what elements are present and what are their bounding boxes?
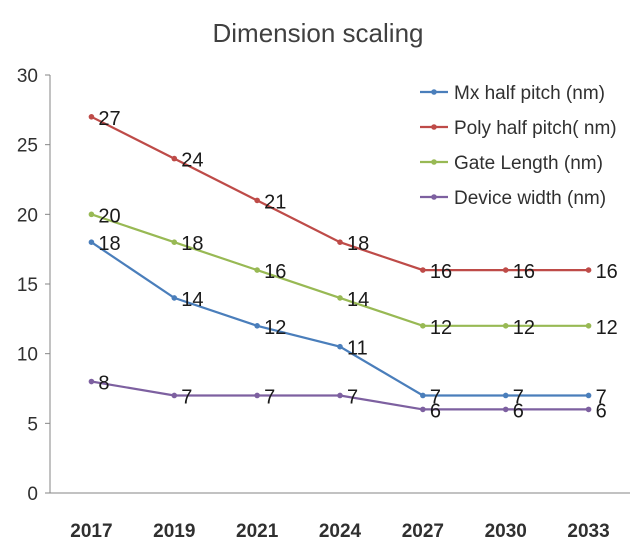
data-point: [585, 406, 592, 413]
data-label: 12: [513, 317, 535, 339]
x-tick-label: 2033: [567, 521, 609, 542]
data-point: [337, 239, 343, 245]
data-label: 16: [264, 261, 286, 283]
data-point: [502, 267, 509, 273]
data-label: 12: [596, 317, 618, 339]
x-tick-label: 2024: [319, 521, 362, 542]
data-point: [254, 197, 260, 204]
data-label: 7: [347, 386, 358, 408]
data-label: 16: [513, 261, 535, 283]
data-label: 6: [430, 400, 441, 422]
data-point: [254, 267, 260, 273]
x-tick-label: 2021: [236, 521, 279, 542]
legend: Mx half pitch (nm) Poly half pitch( nm) Ga…: [420, 83, 617, 209]
data-label: 6: [513, 400, 524, 422]
legend-label: Mx half pitch (nm): [454, 83, 605, 104]
data-label: 6: [596, 400, 607, 422]
data-label: 18: [347, 233, 369, 255]
data-label: 18: [181, 233, 203, 255]
legend-marker: [431, 159, 437, 165]
data-label: 20: [98, 205, 120, 227]
data-label: 16: [430, 261, 452, 283]
data-point: [337, 295, 343, 301]
x-tick-label: 2017: [70, 521, 112, 542]
legend-label: Device width (nm): [454, 188, 606, 209]
legend-marker: [431, 194, 437, 200]
data-label: 7: [596, 386, 607, 408]
y-tick-label: 15: [17, 275, 38, 296]
x-tick-label: 2027: [402, 521, 444, 542]
data-point: [337, 343, 343, 350]
legend-marker: [431, 89, 437, 95]
data-point: [337, 392, 343, 399]
data-labels: 18 14 12 11 7 7 7 27 24 21 18 16 16 16 20 18 16 14 12 12 12 8…: [98, 108, 617, 423]
data-point: [502, 392, 509, 399]
data-point: [88, 378, 95, 385]
data-label: 7: [264, 386, 275, 408]
data-point: [254, 392, 260, 399]
data-label: 21: [264, 191, 286, 213]
y-tick-label: 10: [17, 345, 38, 366]
legend-marker: [431, 124, 437, 130]
data-point: [585, 392, 592, 399]
data-label: 27: [98, 108, 120, 130]
y-tick-label: 25: [17, 136, 38, 157]
data-label: 7: [181, 386, 192, 408]
data-point: [585, 267, 592, 273]
y-tick-label: 0: [27, 484, 38, 505]
data-point: [171, 155, 178, 162]
x-tick-label: 2019: [153, 521, 195, 542]
data-point: [88, 211, 95, 218]
data-label: 12: [430, 317, 452, 339]
data-label: 16: [596, 261, 618, 283]
data-point: [420, 406, 426, 413]
x-tick-label: 2030: [485, 521, 527, 542]
legend-label: Gate Length (nm): [454, 153, 603, 174]
data-point: [171, 239, 178, 245]
data-label: 7: [430, 386, 441, 408]
data-point: [502, 323, 509, 329]
data-label: 14: [181, 289, 203, 311]
chart-title: Dimension scaling: [213, 18, 424, 48]
data-point: [420, 392, 426, 399]
y-tick-label: 30: [17, 66, 38, 87]
legend-label: Poly half pitch( nm): [454, 118, 617, 139]
series-layer: [88, 114, 592, 413]
data-point: [585, 323, 592, 329]
y-tick-label: 20: [17, 205, 38, 226]
data-point: [88, 114, 95, 120]
y-tick-label: 5: [27, 414, 38, 435]
data-label: 12: [264, 317, 286, 339]
data-label: 24: [181, 150, 203, 172]
data-label: 7: [513, 386, 524, 408]
data-point: [171, 392, 178, 399]
data-point: [88, 239, 95, 245]
data-label: 14: [347, 289, 369, 311]
data-point: [420, 323, 426, 329]
data-point: [171, 295, 178, 301]
data-point: [502, 406, 509, 413]
data-label: 11: [347, 338, 368, 360]
data-label: 8: [98, 373, 109, 395]
data-point: [254, 323, 260, 329]
data-point: [420, 267, 426, 273]
data-label: 18: [98, 233, 120, 255]
